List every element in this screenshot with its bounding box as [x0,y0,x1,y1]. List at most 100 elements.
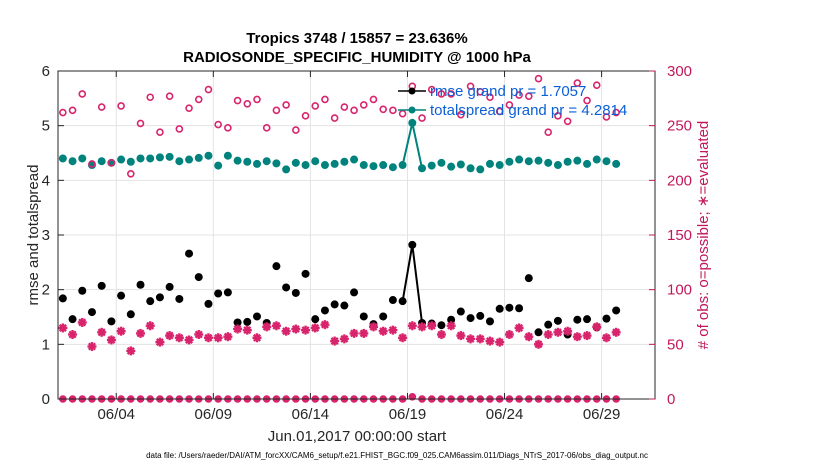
rmse-point [340,301,349,310]
rmse-point [165,282,174,291]
legend: rmse grand pr = 1.7057 totalspread grand… [398,83,627,119]
spread-point [78,154,87,163]
y-axis-label: rmse and totalspread [25,165,42,306]
spread-point [456,160,465,169]
asterisk-stroke [155,338,164,347]
obs-possible-point [214,120,222,129]
obs-evaluated-point [611,327,621,337]
spread-point [117,155,126,164]
asterisk-stroke [320,320,329,329]
rmse-point [97,281,106,290]
obs-evaluated-point [155,337,165,347]
rmse-point [359,312,368,321]
asterisk-stroke [612,328,621,337]
obs-possible-point [447,90,455,98]
spread-point [58,154,67,163]
asterisk-stroke [485,337,495,346]
y-right-tick-label: 200 [667,172,692,189]
rmse-point [291,288,300,297]
asterisk-stroke [466,334,475,343]
spread-point [194,153,203,162]
asterisk-stroke [311,323,320,332]
obs-possible-point [359,101,368,109]
obs-possible-point [350,106,358,115]
obs-possible-point [175,125,184,133]
spread-point [544,158,553,167]
spread-point [185,155,194,164]
chart-subtitle: RADIOSONDE_SPECIFIC_HUMIDITY @ 1000 hPa [183,49,531,66]
axis-ticks: 06/04 06/09 06/14 06/19 06/24 06/29 0 1 2 3 4 5 6 0 50… [42,63,692,423]
y-tick-label: 1 [42,336,50,353]
spread-point [534,156,543,165]
obs-evaluated-point [291,324,301,334]
obs-evaluated-point [194,329,204,339]
y-right-tick-label: 250 [667,118,692,135]
y-tick-label: 3 [42,227,50,244]
spread-point [272,159,281,168]
obs-possible-point [583,96,591,105]
rmse-point [78,286,87,295]
obs-possible-point [486,93,494,102]
rmse-point [253,312,261,321]
asterisk-stroke [437,330,446,339]
rmse-point [388,296,397,305]
spread-point [350,155,359,164]
obs-evaluated-point [116,326,126,336]
obs-evaluated-point [368,322,378,332]
obs-possible-point [369,95,378,104]
rmse-point [456,307,465,316]
obs-evaluated-point [233,324,243,334]
obs-possible-point [301,112,310,120]
obs-possible-point [457,110,465,119]
rmse-point [553,316,562,325]
obs-evaluated-point [174,333,184,343]
asterisk-stroke [282,327,291,336]
x-axis-label: Jun.01,2017 00:00:00 start [268,428,447,445]
asterisk-stroke [398,333,407,342]
obs-possible-point [505,101,514,109]
obs-evaluated-point [97,327,107,337]
asterisk-stroke [58,323,67,332]
obs-evaluated-point [427,321,437,331]
obs-evaluated-point [68,329,78,339]
spread-point [553,161,562,170]
spread-point [524,157,533,166]
rmse-point [350,288,359,297]
obs-possible-point [194,95,203,104]
obs-evaluated-point [436,329,446,339]
obs-possible-point [262,124,271,132]
rmse-point [476,311,485,320]
obs-evaluated-point [330,336,340,346]
asterisk-stroke [456,331,465,340]
asterisk-stroke [136,329,145,338]
asterisk-stroke [146,321,155,330]
obs-possible-point [224,124,232,132]
obs-evaluated-point [592,322,602,332]
rmse-point [204,299,213,308]
rmse-point [301,269,310,278]
obs-possible-point [418,114,426,122]
obs-possible-point [165,92,174,100]
obs-possible-point [612,108,620,117]
asterisk-stroke [97,328,106,337]
spread-point [563,157,572,166]
rmse-point [583,315,592,324]
asterisk-stroke [515,323,524,332]
rmse-point [447,315,456,324]
obs-evaluated-point [456,331,466,341]
rmse-point [68,315,77,324]
rmse-point [214,289,223,298]
asterisk-stroke [117,327,126,336]
x-tick-label: 06/29 [583,406,621,423]
obs-possible-point [515,91,523,99]
asterisk-stroke [553,328,562,337]
spread-point [340,157,349,166]
obs-evaluated-point [271,321,281,331]
asterisk-stroke [291,324,300,334]
asterisk-stroke [359,329,368,338]
spread-point [476,165,485,174]
spread-point [165,152,174,161]
spread-point [253,159,261,168]
obs-evaluated-point [310,323,320,333]
asterisk-stroke [573,332,582,341]
